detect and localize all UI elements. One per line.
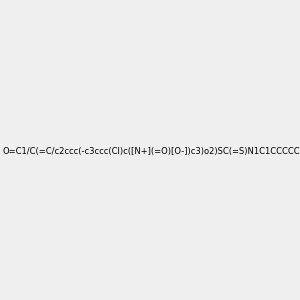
Text: O=C1/C(=C/c2ccc(-c3ccc(Cl)c([N+](=O)[O-])c3)o2)SC(=S)N1C1CCCCC1: O=C1/C(=C/c2ccc(-c3ccc(Cl)c([N+](=O)[O-]… [2, 147, 300, 156]
